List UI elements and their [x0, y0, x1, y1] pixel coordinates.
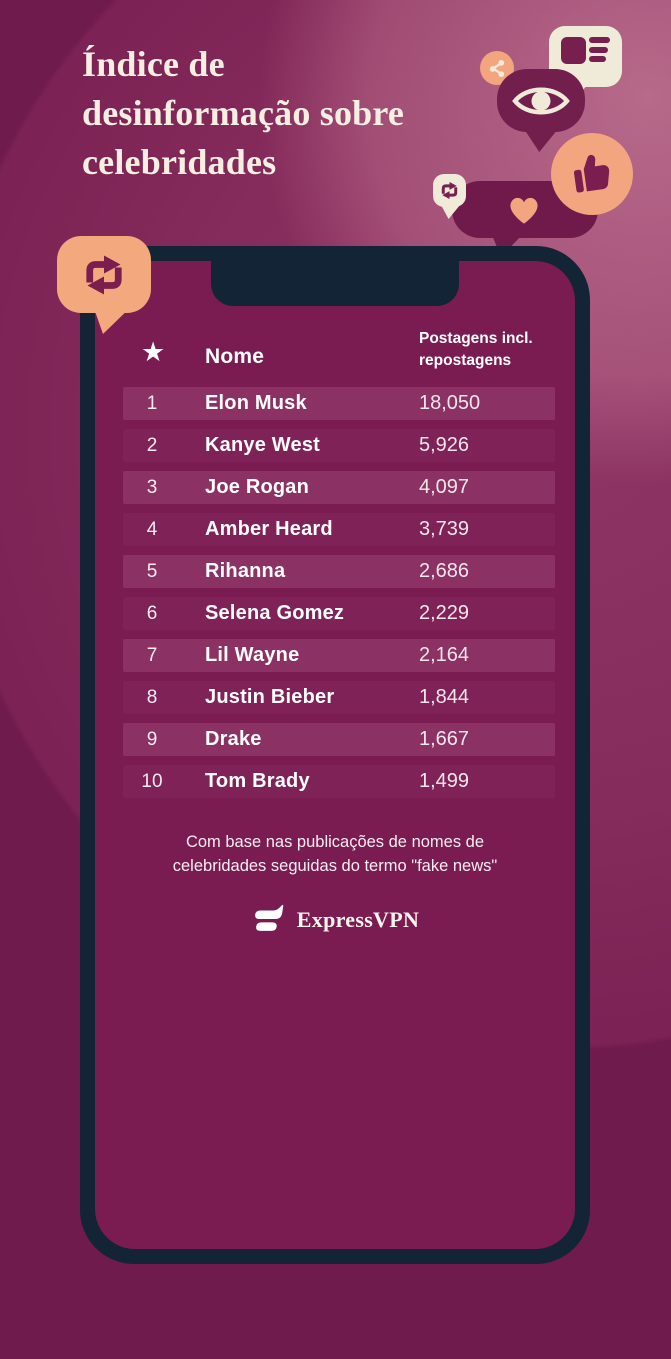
- table-row: 10 Tom Brady 1,499: [123, 765, 555, 798]
- value-cell: 4,097: [419, 476, 470, 498]
- column-header-value: Postagens incl. repostagens: [419, 328, 533, 372]
- title-line-3: celebridades: [82, 142, 277, 182]
- like-bubble: [551, 133, 633, 215]
- share-nodes-icon: [489, 59, 504, 77]
- rank-cell: 7: [146, 645, 158, 666]
- table-row: 8 Justin Bieber 1,844: [123, 681, 555, 714]
- rank-cell: 1: [146, 393, 158, 414]
- news-feed-icon-line: [589, 56, 606, 62]
- table-row: 6 Selena Gomez 2,229: [123, 597, 555, 630]
- table-row: 5 Rihanna 2,686: [123, 555, 555, 588]
- phone-mockup: ★ Nome Postagens incl. repostagens 1 Elon…: [80, 246, 590, 1264]
- name-cell: Rihanna: [205, 560, 286, 582]
- name-cell: Justin Bieber: [205, 686, 335, 708]
- table-row: 2 Kanye West 5,926: [123, 429, 555, 462]
- value-cell: 18,050: [419, 392, 481, 414]
- heart-icon: [510, 197, 538, 224]
- brand-name: ExpressVPN: [296, 907, 420, 932]
- thumbs-up-icon: [573, 154, 610, 193]
- news-feed-icon-line: [589, 47, 608, 53]
- table-rows: 1 Elon Musk 18,050 2 Kanye West 5,926 3 Joe Rog…: [123, 387, 555, 807]
- page-title: Índice de desinformação sobre celebridad…: [82, 40, 404, 187]
- table-row: 3 Joe Rogan 4,097: [123, 471, 555, 504]
- table-row: 7 Lil Wayne 2,164: [123, 639, 555, 672]
- rank-cell: 2: [146, 435, 158, 456]
- name-cell: Tom Brady: [205, 770, 310, 792]
- brand-lockup: ExpressVPN: [95, 900, 575, 940]
- star-icon: ★: [141, 337, 166, 368]
- name-cell: Joe Rogan: [205, 476, 310, 498]
- value-cell: 2,164: [419, 644, 470, 666]
- column-header-value-line1: Postagens incl.: [419, 330, 533, 347]
- small-repost-bubble: [433, 174, 466, 219]
- expressvpn-logo-icon: [254, 904, 284, 931]
- name-cell: Kanye West: [205, 434, 321, 456]
- phone-screen: ★ Nome Postagens incl. repostagens 1 Elon…: [95, 261, 575, 1249]
- value-cell: 5,926: [419, 434, 470, 456]
- rank-cell: 8: [146, 687, 158, 708]
- name-cell: Elon Musk: [205, 392, 307, 414]
- title-line-2: desinformação sobre: [82, 93, 405, 133]
- table-row: 4 Amber Heard 3,739: [123, 513, 555, 546]
- value-cell: 2,686: [419, 560, 470, 582]
- title-line-1: Índice de: [82, 44, 225, 84]
- news-feed-icon-line: [589, 37, 610, 43]
- value-cell: 1,667: [419, 728, 470, 750]
- eye-bubble: [497, 69, 585, 152]
- name-cell: Amber Heard: [205, 518, 333, 540]
- rank-cell: 5: [146, 561, 158, 582]
- phone-notch: [211, 260, 459, 306]
- table-row: 9 Drake 1,667: [123, 723, 555, 756]
- rank-cell: 4: [146, 519, 158, 540]
- value-cell: 2,229: [419, 602, 470, 624]
- big-repost-bubble: [57, 236, 151, 334]
- source-note: Com base nas publicações de nomes de cel…: [95, 830, 575, 878]
- rank-cell: 6: [146, 603, 158, 624]
- value-cell: 1,499: [419, 770, 470, 792]
- name-cell: Selena Gomez: [205, 602, 345, 624]
- source-note-line2: celebridades seguidas do termo "fake new…: [172, 857, 498, 875]
- news-feed-icon-image: [561, 37, 586, 64]
- table-row: 1 Elon Musk 18,050: [123, 387, 555, 420]
- rank-cell: 3: [146, 477, 158, 498]
- source-note-line1: Com base nas publicações de nomes de: [185, 833, 485, 851]
- eye-icon: [512, 87, 570, 115]
- column-header-value-line2: repostagens: [419, 352, 512, 369]
- name-cell: Lil Wayne: [205, 644, 300, 666]
- rank-cell: 10: [141, 771, 163, 792]
- repost-icon: [441, 181, 458, 200]
- column-header-name: Nome: [205, 345, 265, 368]
- value-cell: 3,739: [419, 518, 470, 540]
- rank-cell: 9: [146, 729, 158, 750]
- name-cell: Drake: [205, 728, 262, 750]
- value-cell: 1,844: [419, 686, 470, 708]
- repost-icon: [86, 255, 122, 294]
